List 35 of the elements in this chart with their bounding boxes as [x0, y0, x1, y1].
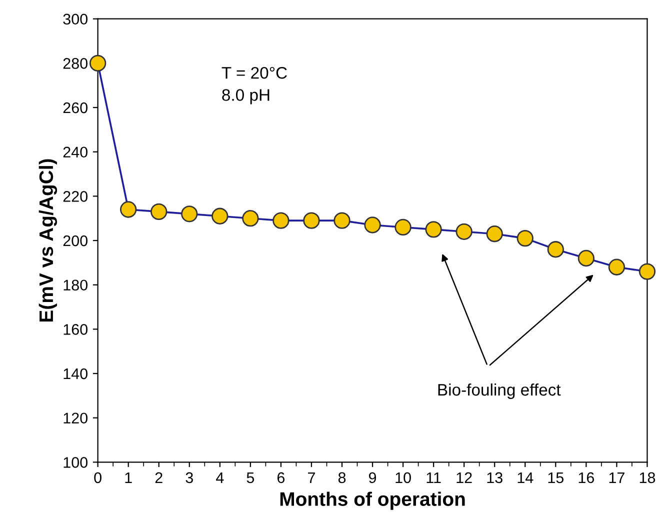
x-tick-label: 14 — [518, 472, 534, 483]
x-tick-label: 18 — [640, 472, 656, 484]
x-tick-label: 3 — [186, 472, 193, 484]
y-tick-label: 200 — [63, 235, 88, 246]
y-tick-label: 120 — [64, 412, 88, 424]
x-tick-label: 12 — [456, 472, 472, 483]
x-tick-label: 17 — [609, 472, 624, 483]
x-tick-label: 16 — [578, 472, 594, 484]
x-tick-label: 10 — [396, 472, 411, 484]
x-tick-label: 11 — [426, 472, 441, 483]
x-tick-label: 4 — [216, 472, 224, 483]
x-tick-label: 0 — [94, 472, 102, 484]
x-tick-label: 6 — [277, 472, 285, 484]
y-tick-label: 280 — [63, 58, 88, 69]
x-tick-label: 13 — [487, 472, 502, 484]
x-tick-label: 15 — [548, 472, 564, 484]
x-tick-label: 2 — [155, 472, 162, 483]
annotation: T = 20°C — [222, 66, 287, 79]
x-tick-label: 8 — [338, 472, 346, 484]
y-tick-label: 180 — [64, 280, 88, 291]
x-tick-label: 9 — [368, 472, 376, 484]
annotation: Bio-fouling effect — [438, 383, 561, 400]
y-tick-label: 220 — [63, 191, 88, 202]
x-tick-label: 1 — [125, 472, 132, 483]
annotation: 8.0 pH — [222, 89, 270, 104]
y-tick-label: 240 — [63, 146, 88, 158]
x-tick-label: 7 — [308, 472, 315, 483]
y-tick-label: 100 — [64, 457, 88, 468]
y-axis-title: E(mV vs Ag/AgCl) — [38, 159, 58, 322]
y-tick-label: 160 — [64, 324, 88, 335]
x-axis-title: Months of operation — [280, 492, 465, 510]
y-tick-label: 300 — [63, 14, 88, 25]
y-tick-label: 260 — [63, 102, 88, 114]
x-tick-label: 5 — [246, 472, 254, 484]
y-tick-label: 140 — [64, 368, 88, 380]
